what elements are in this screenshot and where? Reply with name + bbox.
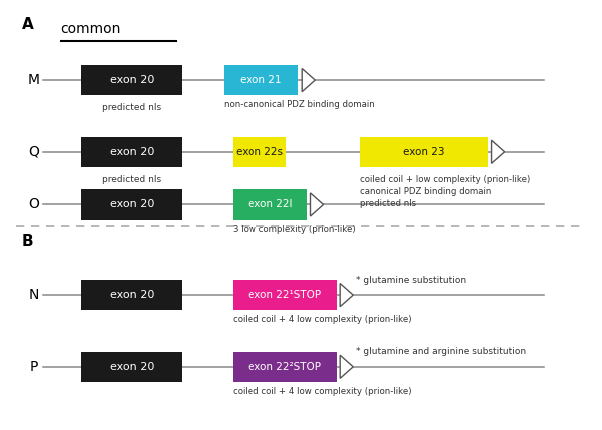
Text: exon 22²STOP: exon 22²STOP xyxy=(248,362,321,372)
FancyBboxPatch shape xyxy=(81,280,182,310)
Text: exon 20: exon 20 xyxy=(110,147,154,157)
FancyBboxPatch shape xyxy=(81,352,182,382)
Text: predicted nls: predicted nls xyxy=(102,103,161,112)
Text: exon 20: exon 20 xyxy=(110,75,154,85)
Text: exon 22l: exon 22l xyxy=(247,200,292,209)
Text: exon 23: exon 23 xyxy=(403,147,445,157)
Text: coiled coil + 4 low complexity (prion-like): coiled coil + 4 low complexity (prion-li… xyxy=(233,315,411,324)
Text: N: N xyxy=(29,288,39,302)
Polygon shape xyxy=(302,68,315,92)
Text: non-canonical PDZ binding domain: non-canonical PDZ binding domain xyxy=(224,100,374,109)
FancyBboxPatch shape xyxy=(233,189,307,220)
Text: predicted nls: predicted nls xyxy=(102,175,161,184)
Text: exon 22s: exon 22s xyxy=(236,147,283,157)
FancyBboxPatch shape xyxy=(233,352,337,382)
Text: O: O xyxy=(28,197,39,212)
Polygon shape xyxy=(492,140,504,163)
Text: coiled coil + low complexity (prion-like)
canonical PDZ binding domain
predicted: coiled coil + low complexity (prion-like… xyxy=(361,175,530,208)
Text: exon 21: exon 21 xyxy=(240,75,282,85)
Text: coiled coil + 4 low complexity (prion-like): coiled coil + 4 low complexity (prion-li… xyxy=(233,387,411,396)
Text: 3 low complexity (prion-like): 3 low complexity (prion-like) xyxy=(233,225,355,233)
FancyBboxPatch shape xyxy=(81,189,182,220)
FancyBboxPatch shape xyxy=(224,65,298,95)
FancyBboxPatch shape xyxy=(361,137,488,167)
Text: * glutamine and arginine substitution: * glutamine and arginine substitution xyxy=(356,347,526,356)
Text: exon 20: exon 20 xyxy=(110,362,154,372)
Polygon shape xyxy=(340,283,353,307)
Text: common: common xyxy=(61,22,121,36)
Polygon shape xyxy=(340,355,353,378)
Text: * glutamine substitution: * glutamine substitution xyxy=(356,276,466,285)
Polygon shape xyxy=(311,193,323,216)
Text: P: P xyxy=(29,360,38,374)
Text: exon 20: exon 20 xyxy=(110,290,154,300)
FancyBboxPatch shape xyxy=(233,137,286,167)
Text: A: A xyxy=(22,17,34,32)
Text: B: B xyxy=(22,234,34,249)
FancyBboxPatch shape xyxy=(233,280,337,310)
Text: M: M xyxy=(28,73,40,87)
Text: exon 22¹STOP: exon 22¹STOP xyxy=(248,290,321,300)
Text: Q: Q xyxy=(28,145,39,159)
FancyBboxPatch shape xyxy=(81,65,182,95)
Text: exon 20: exon 20 xyxy=(110,200,154,209)
FancyBboxPatch shape xyxy=(81,137,182,167)
